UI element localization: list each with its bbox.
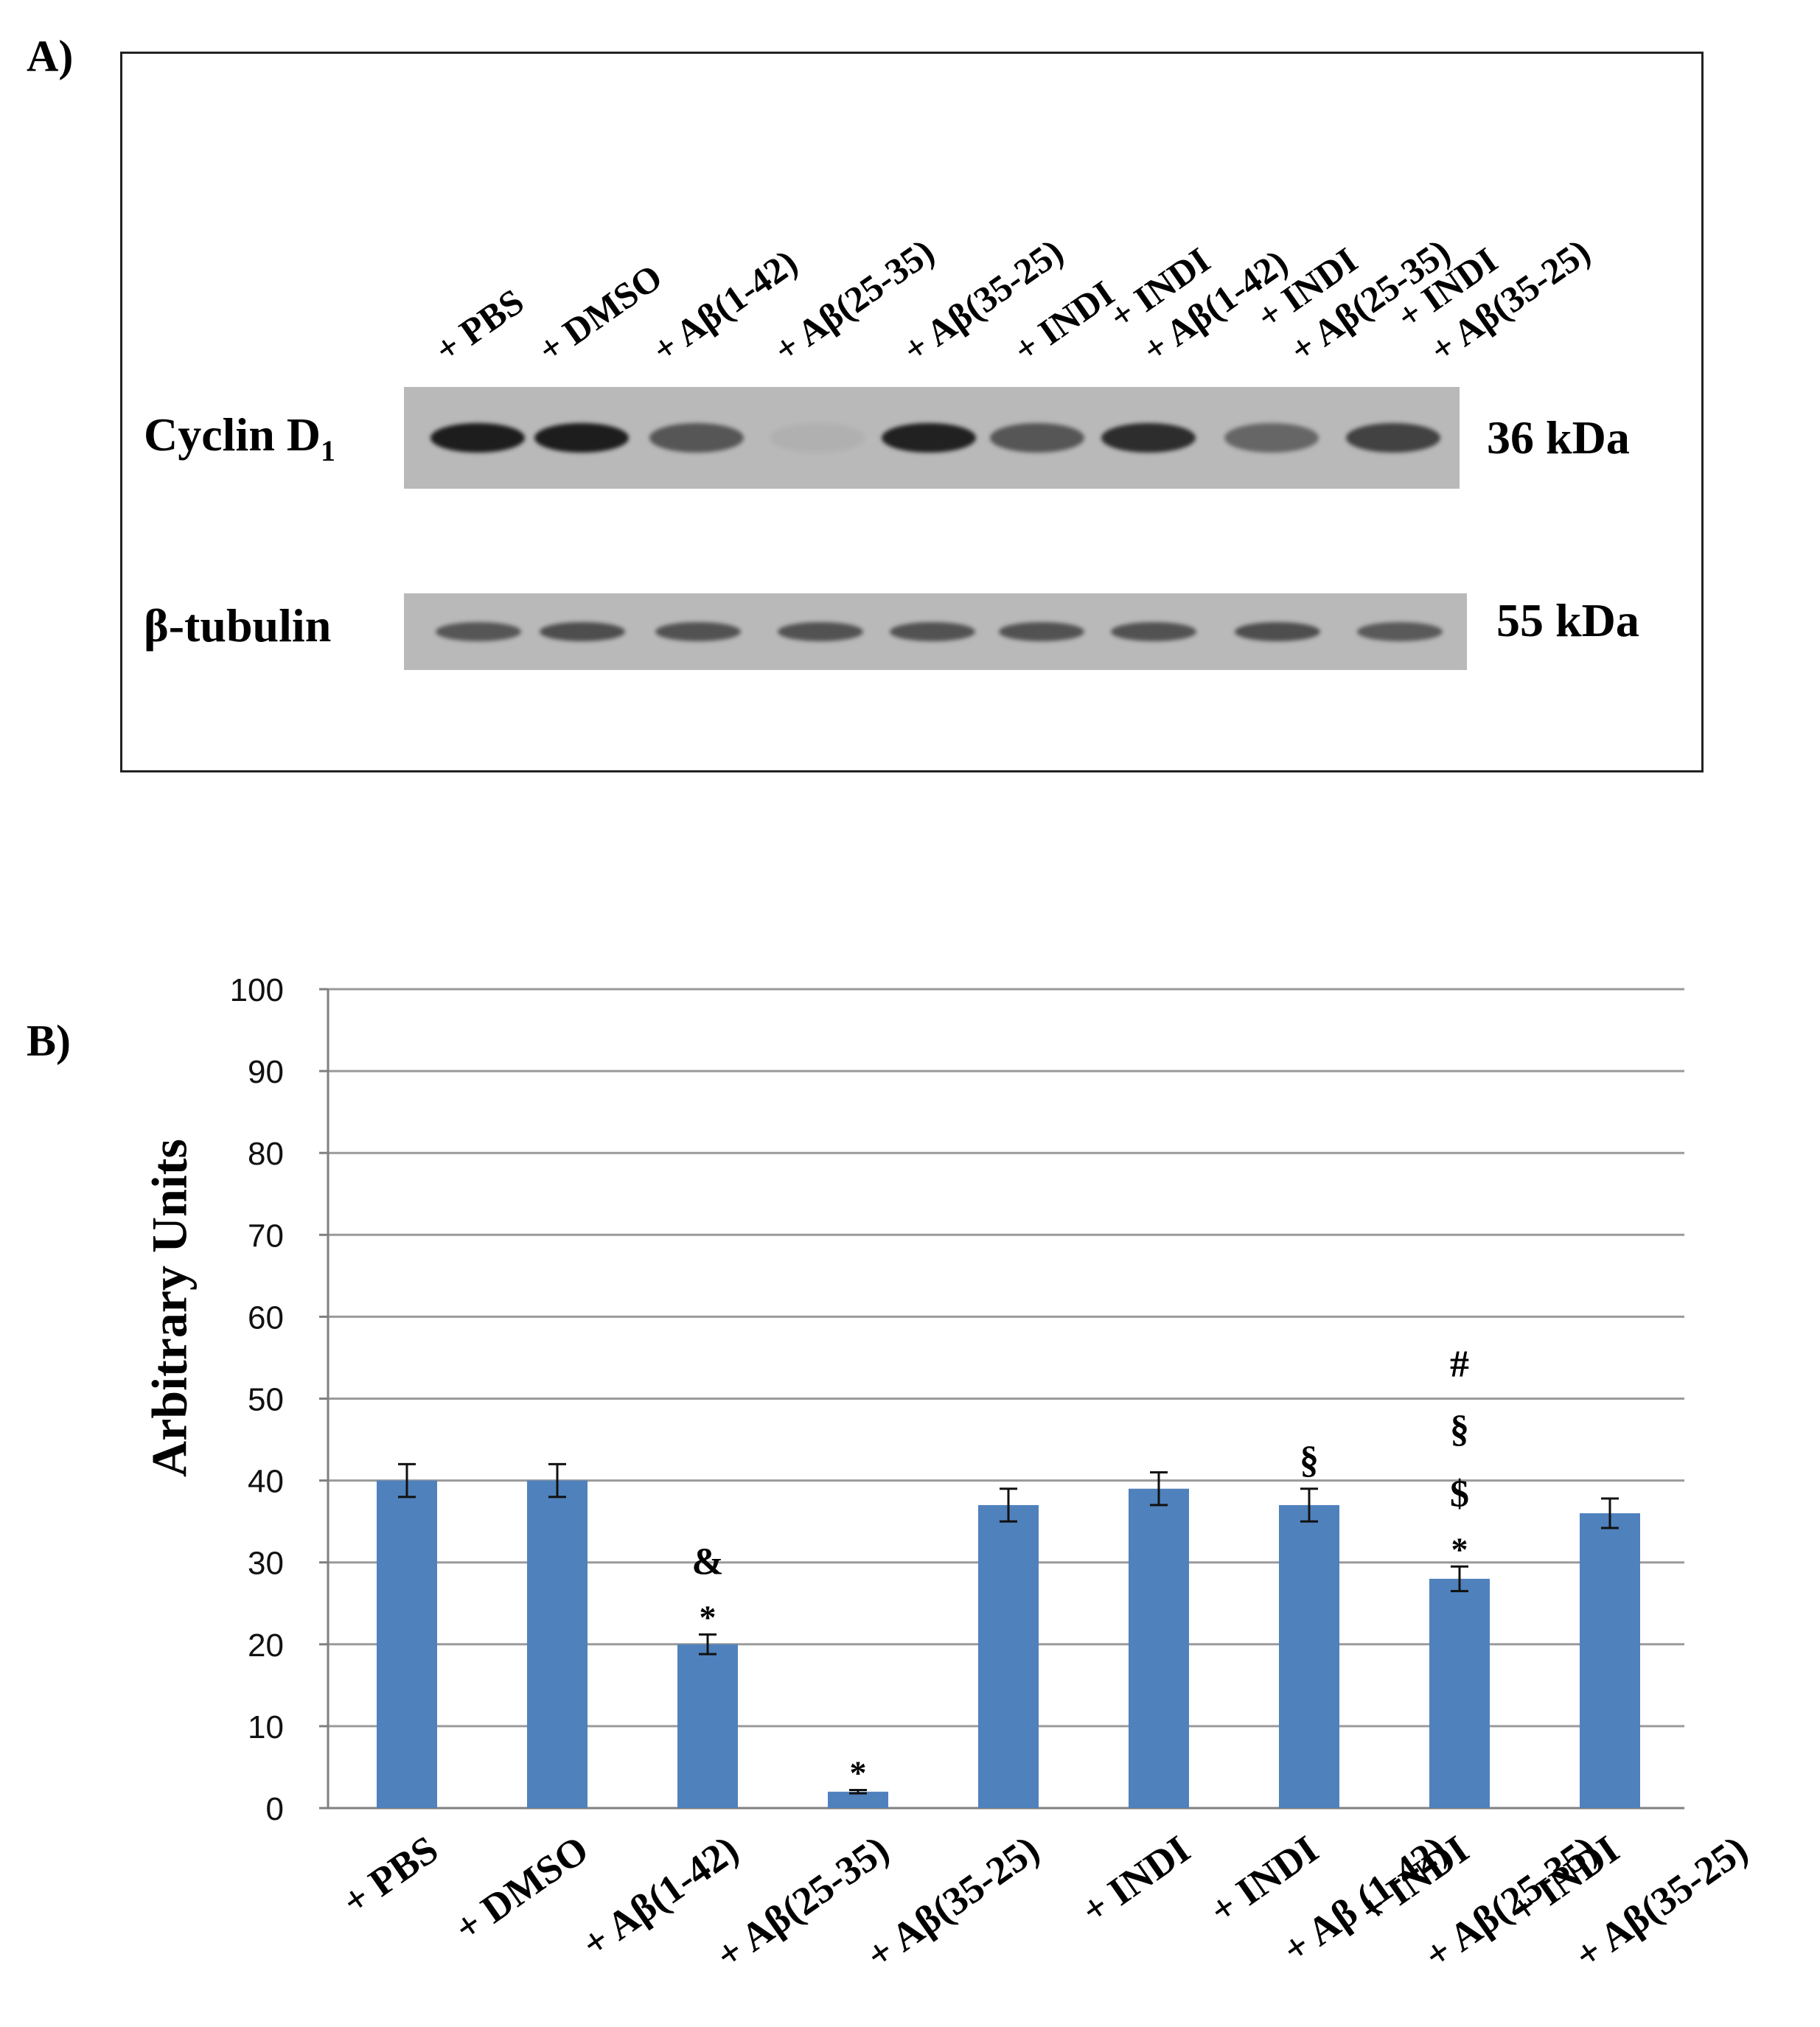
cyclin-d1-blot-strip xyxy=(404,387,1460,489)
significance-marker: $ xyxy=(1450,1473,1469,1515)
y-tick-label: 10 xyxy=(248,1709,284,1745)
y-tick-label: 40 xyxy=(248,1464,284,1500)
error-bars xyxy=(398,1462,1619,1795)
blot-band xyxy=(778,622,864,641)
blot-band xyxy=(1224,423,1319,453)
y-tick-label: 0 xyxy=(266,1791,284,1827)
y-tick-label: 80 xyxy=(248,1136,284,1172)
blot-band xyxy=(435,622,521,641)
cyclin-d1-label: Cyclin D1 xyxy=(144,408,335,467)
significance-marker: # xyxy=(1450,1343,1469,1385)
blot-band xyxy=(1357,622,1443,641)
y-tick-label: 90 xyxy=(248,1054,284,1090)
blot-band xyxy=(649,423,744,453)
bar xyxy=(1129,1488,1189,1808)
y-tick-label: 70 xyxy=(248,1218,284,1254)
panel-a-label: A) xyxy=(27,32,74,80)
bar xyxy=(677,1644,738,1808)
beta-tubulin-blot-strip xyxy=(404,593,1467,670)
y-tick-label: 60 xyxy=(248,1299,284,1336)
beta-tubulin-label: β-tubulin xyxy=(144,599,332,652)
bar xyxy=(1279,1504,1339,1808)
y-tick-label: 20 xyxy=(248,1627,284,1664)
bars xyxy=(377,1480,1640,1808)
blot-band xyxy=(655,622,742,641)
beta-tubulin-mw-label: 55 kDa xyxy=(1496,594,1639,646)
blot-band xyxy=(999,622,1085,641)
bar xyxy=(527,1480,588,1808)
significance-marker: * xyxy=(1451,1530,1468,1568)
western-blot-frame xyxy=(120,52,1704,772)
blot-band xyxy=(770,423,865,453)
blot-band xyxy=(889,622,975,641)
blot-band xyxy=(1110,622,1196,641)
y-tick-labels: 0 10 20 30 40 50 60 70 80 90 100 xyxy=(230,972,284,1827)
significance-marker: * xyxy=(700,1598,717,1636)
blot-band xyxy=(990,423,1085,453)
significance-marker: § xyxy=(1450,1408,1469,1450)
significance-marker: § xyxy=(1300,1440,1319,1482)
bar xyxy=(978,1504,1039,1808)
bar xyxy=(377,1480,437,1808)
cyclin-d1-mw-label: 36 kDa xyxy=(1487,411,1630,464)
blot-band xyxy=(534,423,629,453)
significance-annotations: * & * § * $ § # xyxy=(691,1343,1469,1791)
bar xyxy=(1429,1578,1490,1808)
blot-band xyxy=(1235,622,1321,641)
y-tick-label: 100 xyxy=(230,972,284,1008)
y-tick-label: 30 xyxy=(248,1546,284,1582)
blot-band xyxy=(881,423,976,453)
significance-marker: * xyxy=(850,1754,867,1792)
panel-b-label: B) xyxy=(27,1016,71,1065)
blot-band xyxy=(540,622,626,641)
blot-band xyxy=(1345,423,1440,453)
bar xyxy=(1580,1513,1640,1808)
blot-band xyxy=(430,423,526,453)
bar xyxy=(828,1791,888,1808)
significance-marker: & xyxy=(691,1541,723,1583)
y-tick-label: 50 xyxy=(248,1382,284,1418)
blot-band xyxy=(1101,423,1196,453)
